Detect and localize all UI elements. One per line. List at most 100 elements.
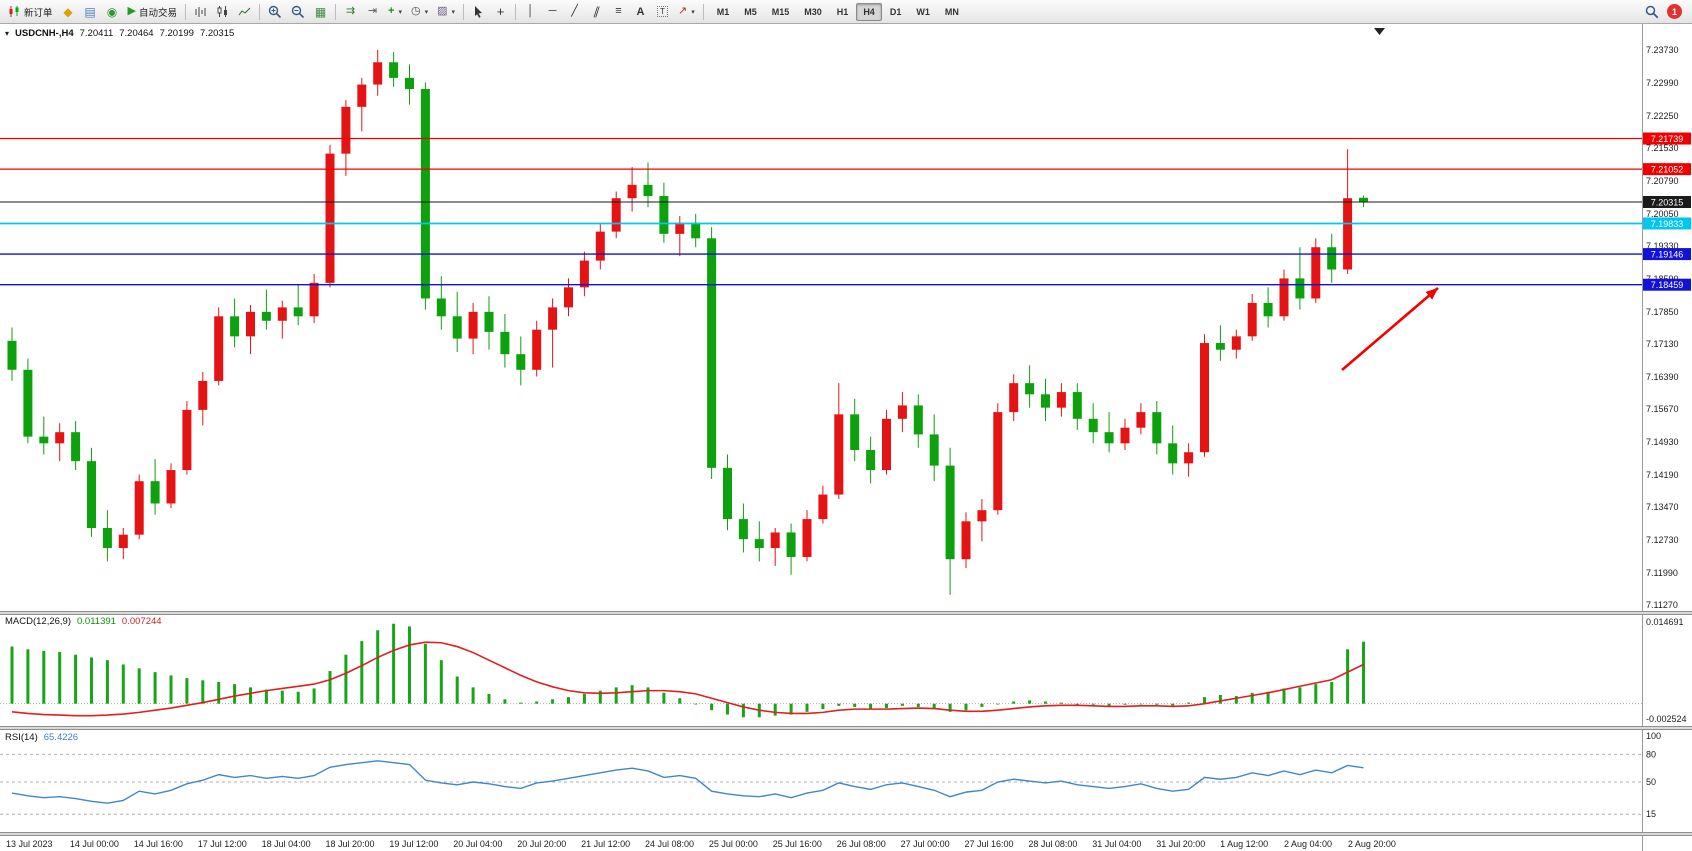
candle <box>548 298 558 368</box>
chart-shift-marker[interactable] <box>1374 28 1385 35</box>
support-button[interactable]: ◉ <box>102 2 123 22</box>
charts-profile-button[interactable]: ◆ <box>58 2 79 22</box>
periods-button[interactable]: ◷ ▾ <box>407 2 432 22</box>
price-axis-label: 7.11990 <box>1646 568 1678 578</box>
time-axis-label: 27 Jul 00:00 <box>901 839 950 849</box>
timeframe-m15[interactable]: M15 <box>771 6 790 17</box>
line-chart-icon <box>238 7 251 16</box>
horizontal-lines-layer <box>0 137 1642 286</box>
timeframe-m1[interactable]: M1 <box>716 6 730 17</box>
bar-chart-button[interactable] <box>190 2 211 22</box>
search-button[interactable] <box>1641 2 1663 22</box>
candle <box>277 300 287 339</box>
time-axis-label: 19 Jul 12:00 <box>389 839 438 849</box>
templates-button[interactable]: ▨ ▾ <box>433 2 459 22</box>
timeframe-h4[interactable]: H4 <box>856 2 882 21</box>
time-axis-label: 14 Jul 16:00 <box>134 839 183 849</box>
candle <box>961 512 971 569</box>
horizontal-line-button[interactable]: ─ <box>542 2 563 22</box>
price-axis-label: 7.16390 <box>1646 372 1679 382</box>
candle <box>246 305 255 355</box>
candle <box>325 144 335 288</box>
time-axis-label: 20 Jul 20:00 <box>517 839 566 849</box>
candle <box>468 302 478 355</box>
pane-divider[interactable] <box>0 832 1692 836</box>
candlestick-chart-icon <box>217 6 227 17</box>
trendline-button[interactable]: ╱ <box>564 2 585 22</box>
cursor-button[interactable] <box>468 2 489 22</box>
candle <box>309 273 319 323</box>
candle <box>1311 238 1321 303</box>
candle <box>532 320 542 377</box>
price-axis-label: 7.20050 <box>1646 209 1679 219</box>
macd-main-value: 0.011391 <box>77 616 116 627</box>
timeframe-d1[interactable]: D1 <box>889 6 902 17</box>
price-axis-label: 7.21530 <box>1646 143 1679 153</box>
chart-shift-button[interactable]: ⇥ <box>362 2 383 22</box>
pane-divider[interactable] <box>0 611 1692 615</box>
chart-canvas[interactable]: 7.23730 7.22990 7.22250 7.21530 7.20790 7.200… <box>0 24 1692 851</box>
notification-badge[interactable]: 1 <box>1667 4 1682 19</box>
time-axis-label: 13 Jul 2023 <box>6 839 53 849</box>
rsi-axis-label: 15 <box>1646 809 1656 819</box>
timeframe-h1[interactable]: H1 <box>836 6 849 17</box>
text-tool-icon: A <box>636 5 645 18</box>
price-axis-label: 7.13470 <box>1646 502 1679 512</box>
candlestick-chart-button[interactable] <box>212 2 233 22</box>
candle <box>1231 329 1241 359</box>
zoom-in-button[interactable] <box>264 2 286 22</box>
price-axis-label: 7.11270 <box>1646 600 1678 610</box>
candle <box>166 463 176 508</box>
candle <box>230 298 240 348</box>
candle <box>293 285 303 326</box>
candle <box>1279 269 1289 321</box>
indicators-button[interactable]: + ▾ <box>384 2 406 22</box>
price-axis-label: 7.15670 <box>1646 404 1679 414</box>
toolbar-separator <box>259 3 260 20</box>
candle <box>87 447 96 537</box>
candle <box>1295 247 1305 310</box>
timeframe-mn[interactable]: MN <box>944 6 959 17</box>
candle <box>1215 325 1225 361</box>
ohlc-close: 7.20315 <box>199 28 235 39</box>
fibonacci-icon: ≡ <box>615 5 622 17</box>
time-axis-label: 14 Jul 00:00 <box>70 839 119 849</box>
zoom-out-button[interactable] <box>287 2 309 22</box>
candle <box>1009 374 1019 422</box>
rsi-axis-label: 50 <box>1646 777 1656 787</box>
ohlc-high: 7.20464 <box>119 28 154 39</box>
time-axis-label: 31 Jul 04:00 <box>1092 839 1141 849</box>
time-axis-label: 28 Jul 08:00 <box>1028 839 1077 849</box>
candle <box>786 523 796 575</box>
arrows-button[interactable]: ↗ ▾ <box>674 2 699 22</box>
channel-button[interactable]: ∥ <box>586 2 607 22</box>
price-line-badge: 7.19146 <box>1643 248 1691 261</box>
candle <box>595 222 605 270</box>
rsi-label: RSI(14) <box>5 732 38 743</box>
timeframe-m30[interactable]: M30 <box>804 6 822 17</box>
trend-arrow-annotation[interactable] <box>1341 287 1439 371</box>
pane-divider[interactable] <box>0 726 1692 730</box>
candle <box>1104 412 1114 453</box>
channel-icon: ∥ <box>591 6 602 18</box>
line-chart-button[interactable] <box>234 2 255 22</box>
text-label-button[interactable]: T <box>652 2 673 22</box>
vertical-line-button[interactable]: │ <box>520 2 541 22</box>
new-order-label: 新订单 <box>24 7 53 19</box>
autotrading-button[interactable]: ▶ 自动交易 <box>124 2 181 22</box>
fibonacci-button[interactable]: ≡ <box>608 2 629 22</box>
time-axis-label: 1 Aug 12:00 <box>1220 839 1268 849</box>
vertical-line-icon: │ <box>527 5 534 17</box>
tile-windows-button[interactable]: ▦ <box>310 2 331 22</box>
text-label-icon: T <box>657 5 668 18</box>
timeframe-w1[interactable]: W1 <box>916 6 930 17</box>
timeframe-m5[interactable]: M5 <box>744 6 757 17</box>
crosshair-button[interactable]: + <box>490 2 511 22</box>
new-order-button[interactable]: 新订单 <box>4 2 57 22</box>
text-button[interactable]: A <box>630 2 651 22</box>
time-axis-label: 20 Jul 04:00 <box>453 839 502 849</box>
metaeditor-button[interactable]: ▤ <box>80 2 101 22</box>
one-click-trading-expand-icon[interactable]: ▾ <box>5 29 10 38</box>
candle <box>929 414 939 482</box>
auto-scroll-button[interactable]: ⇉ <box>340 2 361 22</box>
